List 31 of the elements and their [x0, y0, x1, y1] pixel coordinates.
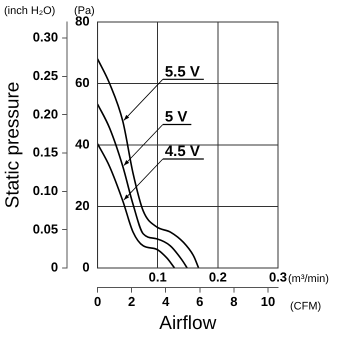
- line-series: [98, 103, 188, 268]
- y2-tick-label: 0.05: [32, 221, 58, 236]
- y-tick-label: 0: [82, 260, 90, 275]
- y-tick-label: 60: [75, 75, 90, 90]
- x-tick-label: 0.2: [208, 269, 227, 284]
- x-tick-label: 0.1: [148, 269, 167, 284]
- text: 5.5 V: [164, 63, 200, 80]
- y2-tick-label: 0.25: [32, 68, 58, 83]
- x2-tick-label: 4: [162, 294, 170, 309]
- y-tick-label: 40: [75, 136, 90, 152]
- x2-tick-label: 6: [196, 294, 204, 309]
- text: (inch H₂O): [4, 5, 56, 17]
- text: 4.5 V: [164, 142, 200, 160]
- y2-tick-label: 0.10: [32, 182, 58, 198]
- y2-axis-title: Static pressure: [2, 82, 24, 208]
- x-tick-label: 0.3: [268, 269, 288, 284]
- x2-tick-label: 2: [128, 294, 136, 309]
- y2-tick-label: 0.30: [32, 30, 58, 45]
- y2-tick-label: 0.15: [32, 144, 58, 160]
- x-axis-title: Airflow: [159, 312, 217, 334]
- text: (CFM): [290, 300, 322, 313]
- y2-tick-label: 0: [50, 260, 58, 275]
- x2-tick-label: 8: [230, 294, 238, 309]
- x2-tick-label: 0: [94, 294, 102, 309]
- y-tick-label: 20: [75, 198, 90, 214]
- text: (m³/min): [288, 272, 329, 285]
- y2-tick-label: 0.20: [32, 106, 58, 122]
- text: (Pa): [74, 5, 95, 17]
- x2-tick-label: 10: [260, 294, 276, 309]
- line-series: [98, 58, 200, 268]
- legend-label: 5 V: [164, 108, 188, 126]
